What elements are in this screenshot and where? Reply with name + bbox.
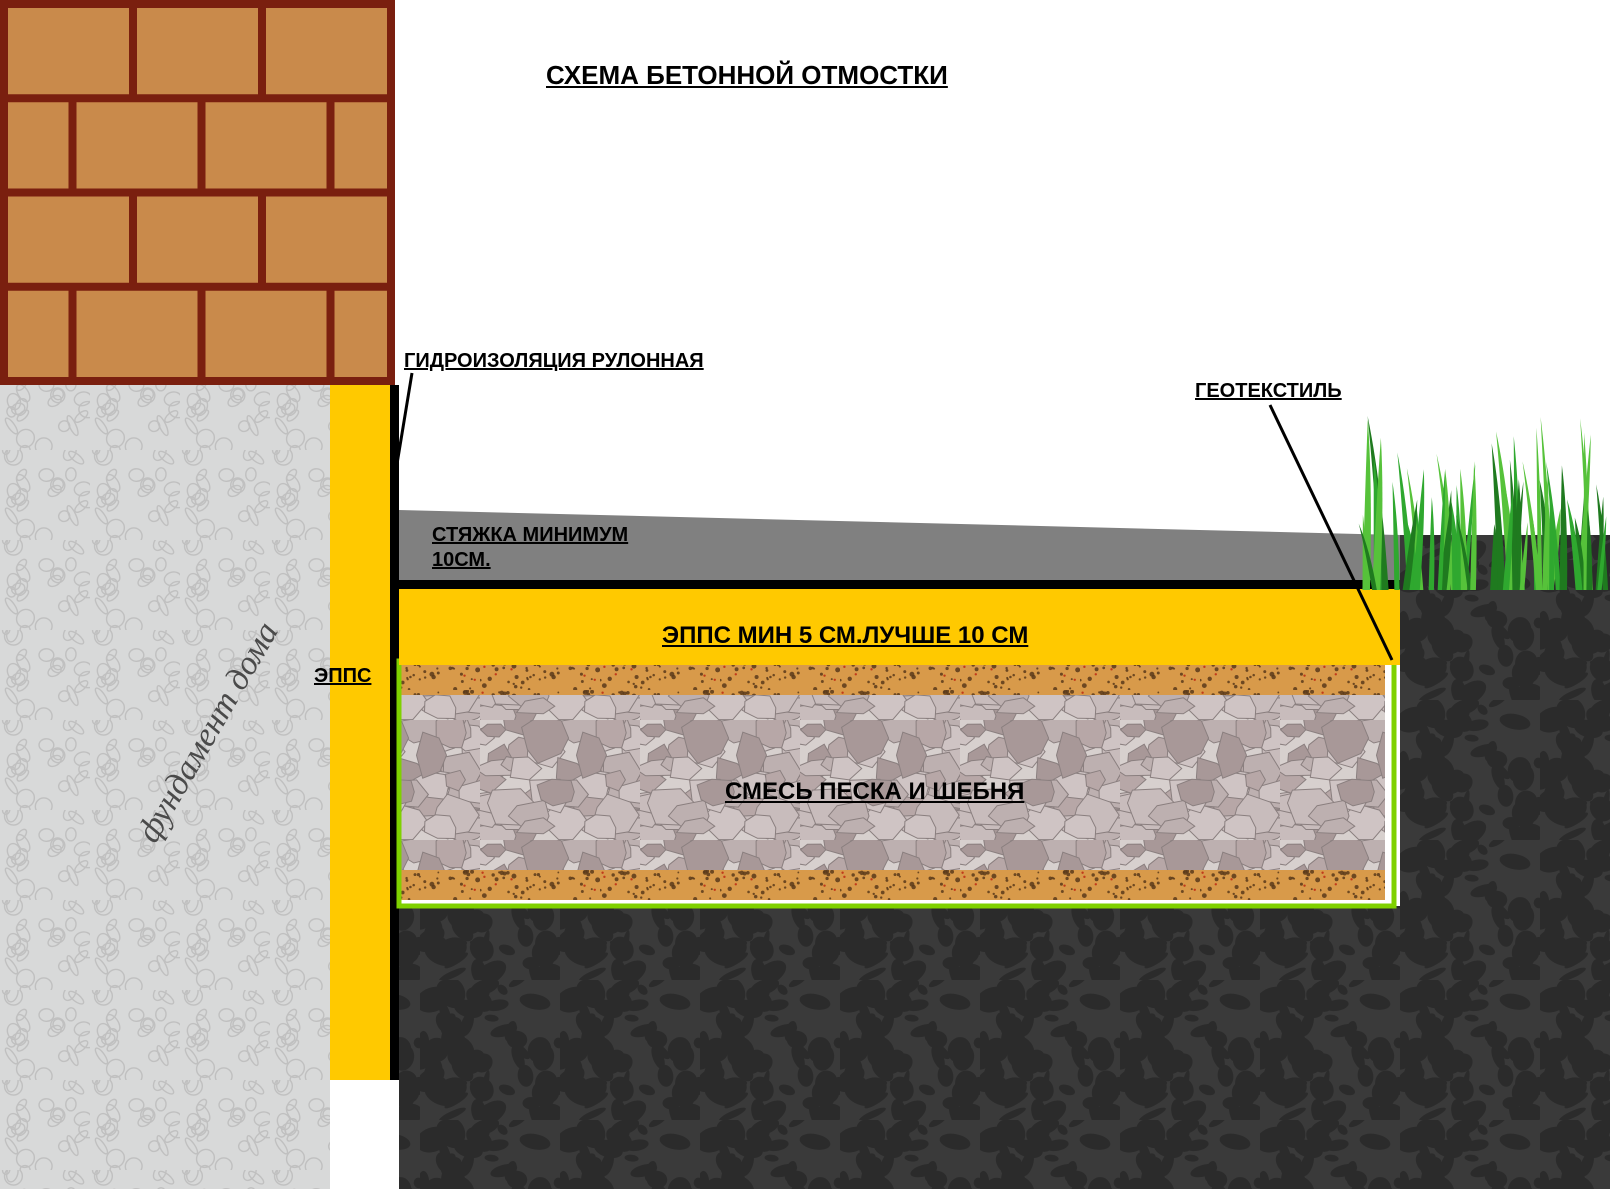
label-epps-side: ЭППС [314,665,371,688]
label-epps-main: ЭППС МИН 5 СМ.ЛУЧШЕ 10 СМ [662,622,1028,650]
sand-layer-top [399,665,1385,695]
label-geotextile: ГЕОТЕКСТИЛЬ [1195,380,1342,403]
sand-layer-bottom [399,870,1385,900]
label-waterproofing: ГИДРОИЗОЛЯЦИЯ РУЛОННАЯ [404,350,704,373]
soil-right [1400,535,1610,1189]
label-mix: СМЕСЬ ПЕСКА И ШЕБНЯ [725,778,1024,806]
waterproofing-horizontal [399,580,1400,589]
diagram-title: СХЕМА БЕТОННОЙ ОТМОСТКИ [546,60,948,91]
label-screed: СТЯЖКА МИНИМУМ 10СМ. [432,523,628,573]
brick-wall [0,0,395,385]
epps-vertical [330,385,390,1080]
